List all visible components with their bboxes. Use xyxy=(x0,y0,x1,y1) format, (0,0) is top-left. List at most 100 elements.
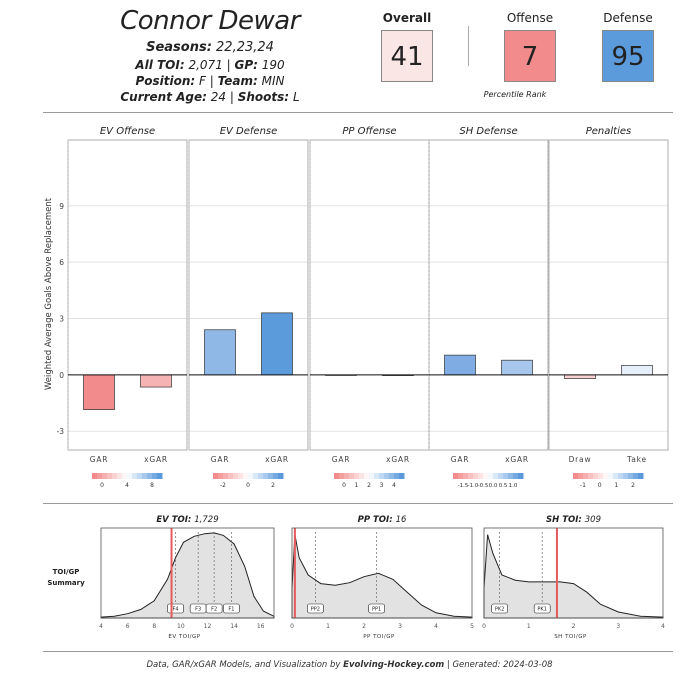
toi-label: All TOI: xyxy=(135,58,185,72)
gar-legend-swatch xyxy=(453,473,459,479)
toi-x-tick-label: 3 xyxy=(398,623,402,630)
gar-category-label: GAR xyxy=(211,455,230,464)
defense-label: Defense xyxy=(603,11,653,25)
gar-legend-swatch xyxy=(102,473,108,479)
gar-legend-swatch xyxy=(493,473,499,479)
gar-legend-tick: 0 xyxy=(100,482,104,489)
gar-y-axis-label: Weighted Average Goals Above Replacement xyxy=(44,197,54,390)
gar-panel-sh-defense: SH Defense GAR xGAR -1.5 -1.0 -0.5 0.0 0.5 1.0 xyxy=(428,126,549,489)
footer-suffix: | Generated: 2024-03-08 xyxy=(444,660,553,670)
toi-panel-1: PP TOI: 16 PP2 PP1 0 1 2 3 4 5 PP TOI/GP xyxy=(290,515,474,640)
gar-legend-swatch xyxy=(228,473,234,479)
gar-legend-swatch xyxy=(273,473,279,479)
gar-legend-swatch xyxy=(473,473,479,479)
gar-legend-swatch xyxy=(608,473,614,479)
player-name: Connor Dewar xyxy=(120,6,300,36)
gar-bar xyxy=(501,359,533,376)
toi-summary-label-2: Summary xyxy=(47,579,85,587)
gar-legend-swatch xyxy=(364,473,370,479)
toi-x-tick-label: 4 xyxy=(99,623,103,630)
seasons-value: 22,23,24 xyxy=(216,40,274,55)
gar-legend-swatch xyxy=(458,473,464,479)
gar-legend-swatch xyxy=(508,473,514,479)
gar-legend-tick: 4 xyxy=(392,482,396,489)
gar-legend-swatch xyxy=(379,473,385,479)
gar-legend-tick: 2 xyxy=(367,482,371,489)
gar-legend-swatch xyxy=(638,473,644,479)
gar-legend-swatch xyxy=(243,473,249,479)
offense-score-box: 7 xyxy=(504,30,556,82)
toi-x-tick-label: 1 xyxy=(326,623,330,630)
score-divider xyxy=(468,26,469,66)
gar-panel-penalties: Penalties Draw Take -1 0 1 2 xyxy=(548,126,669,489)
gar-legend-tick: 0 xyxy=(246,482,250,489)
gar-y-tick-label: 9 xyxy=(59,202,64,211)
toi-line: All TOI: 2,071 | GP: 190 xyxy=(135,58,285,72)
toi-marker-label: PK2 xyxy=(495,607,504,613)
gar-legend-swatch xyxy=(488,473,494,479)
gar-category-label: xGAR xyxy=(144,455,168,464)
gp-label: GP: xyxy=(234,58,258,72)
gar-y-tick-label: 0 xyxy=(59,371,64,380)
gar-legend-swatch xyxy=(147,473,153,479)
toi-marker-label: F2 xyxy=(211,607,217,613)
gar-legend-swatch xyxy=(142,473,148,479)
toi-panel-title: EV TOI: 1,729 xyxy=(156,515,218,525)
toi-panel-title-label: PP TOI: xyxy=(358,515,396,525)
toi-x-tick-label: 8 xyxy=(152,623,156,630)
gar-panel-frame xyxy=(188,139,309,451)
toi-marker-label: F1 xyxy=(228,607,234,613)
gar-legend-swatch xyxy=(218,473,224,479)
toi-marker-label: PP2 xyxy=(311,607,320,613)
gar-legend-swatch xyxy=(394,473,400,479)
gar-y-tick-label: -3 xyxy=(57,427,65,436)
toi-x-tick-label: 0 xyxy=(290,623,294,630)
toi-panel-title-label: SH TOI: xyxy=(546,515,585,525)
shoots-value: L xyxy=(292,90,300,104)
gar-panel-title: SH Defense xyxy=(459,126,517,137)
gar-panel-title: EV Defense xyxy=(220,126,278,137)
gar-category-label: Take xyxy=(626,455,647,464)
team-value: MIN xyxy=(261,74,285,88)
toi-marker-box xyxy=(491,603,508,614)
team-label: Team: xyxy=(217,74,258,88)
toi-panel-title-value: 309 xyxy=(585,515,601,525)
toi-marker-box xyxy=(533,603,551,614)
gar-legend-tick: 1 xyxy=(355,482,359,489)
footer: Data, GAR/xGAR Models, and Visualization… xyxy=(0,660,699,670)
toi-x-tick-label: 5 xyxy=(470,623,474,630)
gar-legend-swatch xyxy=(107,473,113,479)
position-line: Position: F | Team: MIN xyxy=(135,74,285,88)
offense-label: Offense xyxy=(506,11,554,25)
toi-panel-frame xyxy=(291,527,473,619)
gar-legend-swatch xyxy=(152,473,158,479)
header-divider xyxy=(43,112,673,113)
toi-panel-title: PP TOI: 16 xyxy=(358,515,407,525)
gar-panel-frame xyxy=(548,139,669,451)
gar-legend-swatch xyxy=(339,473,345,479)
toi-x-tick-label: 16 xyxy=(257,623,265,630)
gar-legend-tick: 1.0 xyxy=(509,483,518,489)
gar-category-label: xGAR xyxy=(505,455,529,464)
gar-legend-swatch xyxy=(369,473,375,479)
age-line: Current Age: 24 | Shoots: L xyxy=(120,90,300,104)
gar-legend-swatch xyxy=(132,473,138,479)
gar-legend-swatch xyxy=(583,473,589,479)
gar-bar xyxy=(621,365,653,376)
gar-legend-swatch xyxy=(344,473,350,479)
gar-panel-title: Penalties xyxy=(586,126,632,137)
gar-legend-swatch xyxy=(483,473,489,479)
gar-legend-tick: 1 xyxy=(614,482,618,489)
toi-panel-2: SH TOI: 309 PK2 PK1 0 1 2 3 4 SH TOI/GP xyxy=(482,515,665,640)
footer-prefix: Data, GAR/xGAR Models, and Visualization… xyxy=(146,660,344,670)
gar-legend-swatch xyxy=(334,473,340,479)
gar-legend-swatch xyxy=(117,473,123,479)
toi-marker-box xyxy=(205,603,223,614)
gar-legend-tick: 0 xyxy=(598,482,602,489)
gar-legend-swatch xyxy=(463,473,469,479)
gar-legend-swatch xyxy=(354,473,360,479)
overall-label: Overall xyxy=(382,11,432,25)
toi-x-tick-label: 2 xyxy=(362,623,366,630)
